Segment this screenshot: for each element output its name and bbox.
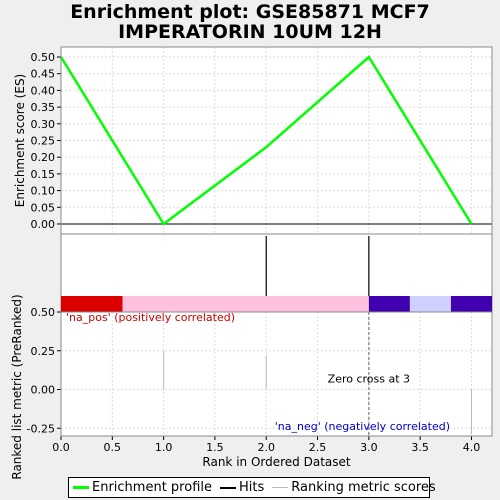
metric-xtick-label: 1.0 [155, 441, 173, 454]
legend-swatch-metric [272, 487, 289, 488]
legend-item-metric: Ranking metric scores [272, 480, 436, 495]
metric-panel: 0.0 0.5 1.0 1.5 2.0 2.5 3.0 3.5 4.0 -0.25 0.00 0.25… [10, 294, 493, 480]
neg-correlated-label: 'na_neg' (negatively correlated) [275, 420, 450, 433]
es-ytick-label: 0.45 [31, 68, 56, 81]
es-ytick-label: 0.25 [31, 135, 56, 148]
enrichment-profile-line [59, 55, 473, 226]
legend: Enrichment profile Hits Ranking metric s… [68, 477, 436, 498]
es-ytick-label: 0.00 [31, 218, 56, 231]
metric-xtick-label: 3.0 [360, 441, 378, 454]
zero-cross-label: Zero cross at 3 [328, 373, 410, 386]
ranked-list-color-segment [61, 296, 123, 312]
ranked-list-color-segment [450, 296, 492, 312]
ranked-list-color-segment [409, 296, 451, 312]
es-ylabel: Enrichment score (ES) [13, 74, 27, 207]
metric-ylabel: Ranked list metric (PreRanked) [10, 294, 24, 479]
metric-plot-area [61, 312, 492, 436]
es-ytick-label: 0.15 [31, 168, 56, 181]
metric-ytick-label: 0.50 [31, 306, 56, 319]
legend-item-hits: Hits [220, 480, 264, 495]
hits-panel [60, 233, 493, 313]
es-ytick-label: 0.30 [31, 118, 56, 131]
es-ytick-label: 0.05 [31, 201, 56, 214]
legend-label-hits: Hits [239, 480, 265, 495]
ranked-list-color-segment [368, 296, 410, 312]
metric-xtick-label: 2.0 [257, 441, 275, 454]
es-panel: 0.00 0.05 0.10 0.15 0.20 0.25 0.30 0.35 0.40 0.45… [13, 46, 493, 235]
legend-swatch-profile [73, 486, 89, 489]
title-line-2: IMPERATORIN 10UM 12H [118, 21, 382, 43]
metric-xtick-label: 0.0 [52, 441, 70, 454]
metric-xlabel: Rank in Ordered Dataset [202, 455, 350, 469]
es-ytick-label: 0.50 [31, 51, 56, 64]
metric-frame [60, 311, 493, 437]
metric-xtick-label: 3.5 [411, 441, 429, 454]
legend-label-metric: Ranking metric scores [291, 480, 436, 495]
metric-xtick-label: 2.5 [309, 441, 327, 454]
ranked-list-color-segment [122, 296, 369, 312]
page-title: Enrichment plot: GSE85871 MCF7 IMPERATOR… [0, 2, 500, 42]
legend-swatch-hits [220, 486, 236, 489]
metric-xtick-label: 1.5 [206, 441, 224, 454]
es-ytick-label: 0.20 [31, 151, 56, 164]
metric-ytick-label: -0.25 [27, 422, 55, 435]
metric-xtick-label: 0.5 [104, 441, 122, 454]
legend-label-profile: Enrichment profile [92, 480, 212, 495]
es-ytick-label: 0.10 [31, 185, 56, 198]
metric-ytick-label: 0.25 [31, 345, 56, 358]
pos-correlated-label: 'na_pos' (positively correlated) [66, 311, 235, 324]
es-ytick-label: 0.40 [31, 84, 56, 97]
metric-ytick-label: 0.00 [31, 384, 56, 397]
title-line-1: Enrichment plot: GSE85871 MCF7 [70, 1, 430, 23]
es-ytick-label: 0.35 [31, 101, 56, 114]
metric-xtick-label: 4.0 [463, 441, 481, 454]
legend-item-profile: Enrichment profile [73, 480, 212, 495]
